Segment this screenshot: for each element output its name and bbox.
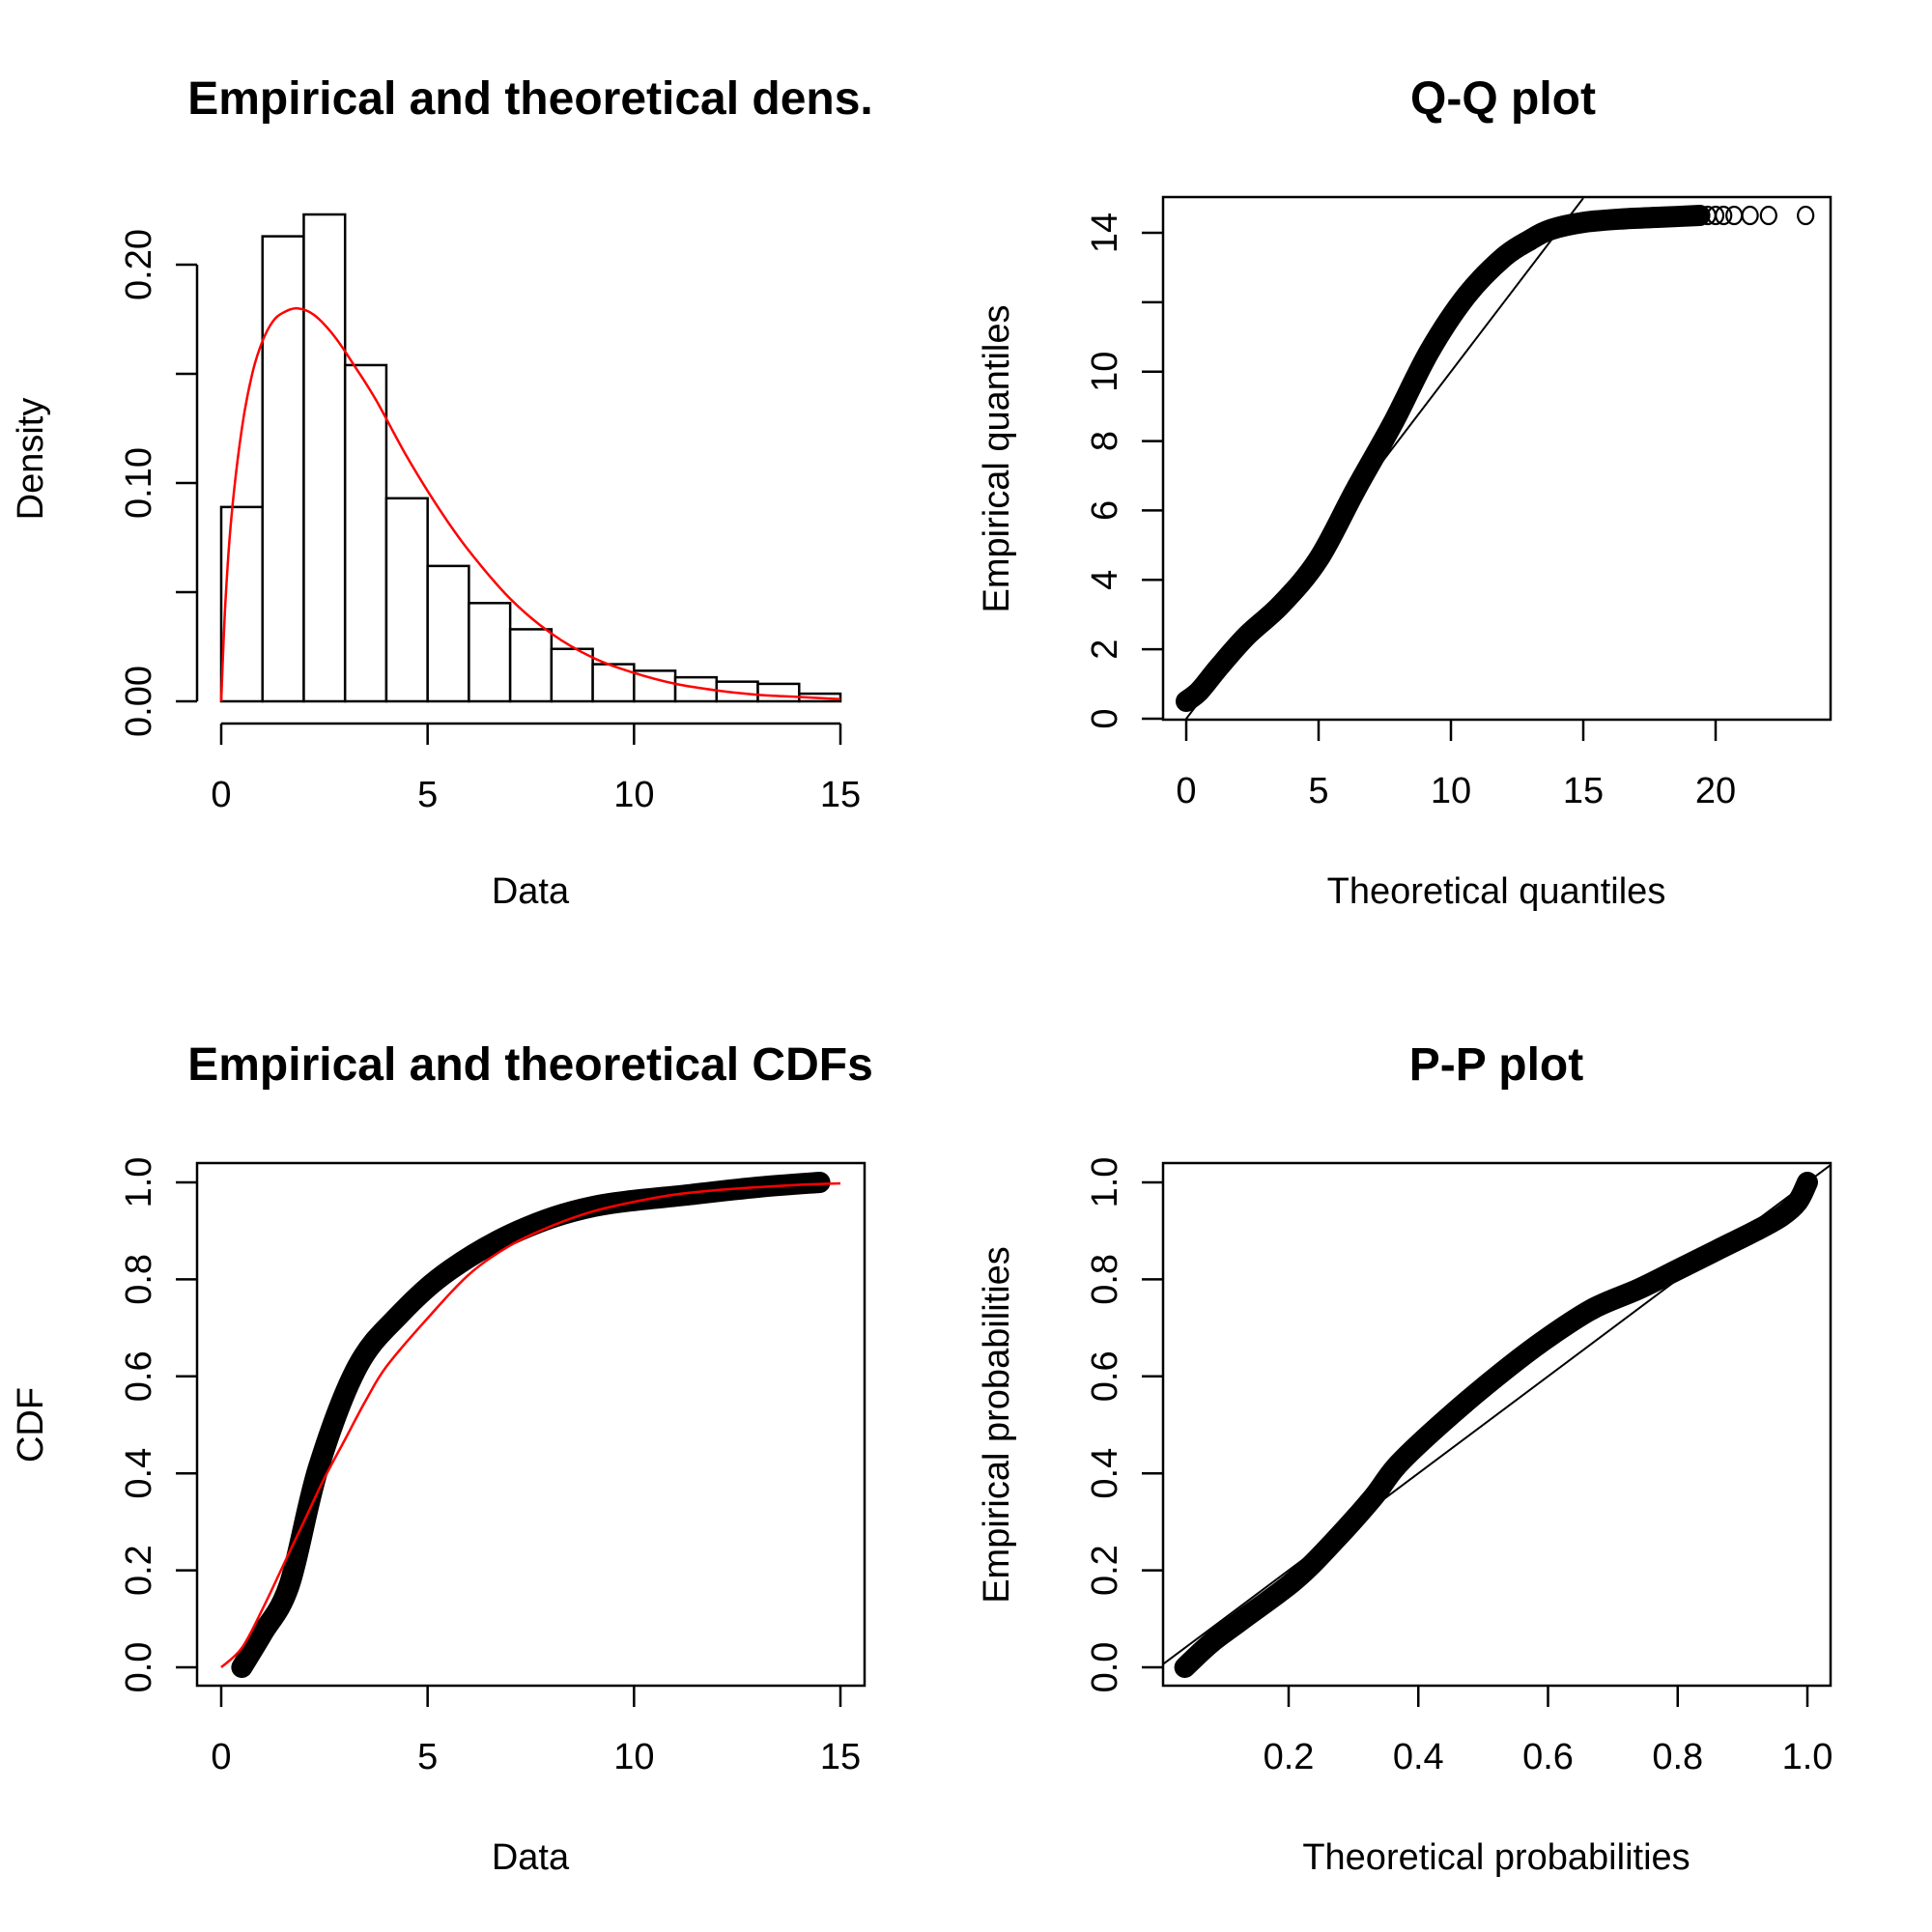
- pp-marks: 0.2 0.4 0.6 0.8 1.0 0.0 0.2 0.4 0.6 0.8 1.0: [1085, 1157, 1833, 1777]
- qq-panel: Q-Q plot Theoretical quantiles Empirical…: [977, 73, 1833, 912]
- density-marks: 0 5 10 15 0.00 0.10 0.20: [119, 213, 861, 815]
- qq-y-tick-label: 2: [1085, 639, 1125, 660]
- cdf-ylabel: CDF: [11, 1387, 51, 1463]
- density-y-tick-label: 0.10: [119, 447, 159, 519]
- cdf-y-tick-label: 0.8: [119, 1254, 159, 1305]
- theoretical-cdf-curve: [220, 1181, 841, 1668]
- qq-point: [1715, 205, 1733, 226]
- histogram-bar: [219, 505, 264, 703]
- histogram-bar: [468, 602, 512, 703]
- qq-y-tick-label: 4: [1085, 570, 1125, 590]
- qq-point: [1741, 205, 1759, 226]
- qq-y-tick-label: 14: [1085, 213, 1125, 253]
- density-title: Empirical and theoretical dens.: [187, 73, 873, 125]
- density-panel: Empirical and theoretical dens. Data Den…: [11, 73, 873, 912]
- pp-x-tick-label: 0.4: [1393, 1737, 1444, 1777]
- cdf-y-tick-label: 0.4: [119, 1448, 159, 1499]
- qq-x-tick-label: 5: [1308, 771, 1328, 811]
- cdf-xlabel: Data: [492, 1837, 570, 1878]
- pp-xlabel: Theoretical probabilities: [1302, 1837, 1690, 1878]
- cdf-y-tick-label: 0.2: [119, 1545, 159, 1596]
- pp-x-tick-label: 1.0: [1782, 1737, 1833, 1777]
- pp-y-tick-label: 1.0: [1085, 1157, 1125, 1208]
- cdf-y-tick-label: 1.0: [119, 1157, 159, 1208]
- density-x-tick-label: 15: [820, 775, 861, 815]
- pp-y-tick-label: 0.8: [1085, 1254, 1125, 1305]
- qq-xlabel: Theoretical quantiles: [1327, 871, 1666, 912]
- histogram-bar: [756, 682, 801, 703]
- qq-empirical-points: [1176, 205, 1711, 712]
- theoretical-density-curve: [219, 306, 841, 702]
- pp-title: P-P plot: [1409, 1039, 1583, 1091]
- cdf-title: Empirical and theoretical CDFs: [187, 1039, 873, 1091]
- density-ylabel: Density: [11, 398, 51, 521]
- pp-x-tick-label: 0.6: [1522, 1737, 1574, 1777]
- qq-point: [1797, 205, 1815, 226]
- density-y-tick-label: 0.20: [119, 229, 159, 300]
- empirical-cdf-points: [231, 1172, 831, 1678]
- histogram-bar: [302, 213, 347, 703]
- cdf-y-tick-label: 0.6: [119, 1350, 159, 1402]
- density-xlabel: Data: [492, 871, 570, 912]
- histogram-bar: [261, 235, 305, 703]
- histogram-bar: [343, 363, 388, 703]
- qq-y-tick-label: 8: [1085, 431, 1125, 451]
- qq-point: [1759, 205, 1777, 226]
- pp-y-tick-label: 0.4: [1085, 1448, 1125, 1499]
- cdf-x-tick-label: 15: [820, 1737, 861, 1777]
- cdf-marks: 0 5 10 15 0.0 0.2 0.4 0.6 0.8 1.0: [119, 1157, 861, 1777]
- qq-y-tick-label: 10: [1085, 352, 1125, 392]
- qq-title: Q-Q plot: [1410, 73, 1596, 125]
- qq-plot-box: [1161, 195, 1833, 722]
- pp-y-tick-label: 0.0: [1085, 1642, 1125, 1693]
- histogram-bar: [508, 628, 554, 703]
- cdf-panel: Empirical and theoretical CDFs Data CDF …: [11, 1039, 873, 1878]
- pp-plot-box: [1161, 1161, 1833, 1688]
- qq-point: [1725, 205, 1744, 226]
- density-x-tick-label: 10: [613, 775, 654, 815]
- qq-x-tick-label: 10: [1431, 771, 1471, 811]
- pp-empirical-points: [1174, 1172, 1818, 1678]
- qq-point: [1706, 205, 1725, 226]
- qq-x-tick-label: 15: [1563, 771, 1604, 811]
- qq-y-tick-label: 6: [1085, 500, 1125, 521]
- qq-ylabel: Empirical quantiles: [977, 305, 1017, 613]
- qq-x-tick-label: 20: [1695, 771, 1736, 811]
- qq-marks: 0 5 10 15 20 0 2 4 6 8 10 14: [1085, 197, 1815, 811]
- histogram-bar: [550, 647, 594, 703]
- pp-panel: P-P plot Theoretical probabilities Empir…: [977, 1039, 1833, 1878]
- cdf-plot-box: [195, 1161, 867, 1688]
- cdf-x-tick-label: 0: [211, 1737, 231, 1777]
- pp-y-tick-label: 0.6: [1085, 1350, 1125, 1402]
- pp-x-tick-label: 0.2: [1264, 1737, 1315, 1777]
- cdf-x-tick-label: 5: [417, 1737, 438, 1777]
- density-x-tick-label: 0: [211, 775, 231, 815]
- qq-x-tick-label: 0: [1176, 771, 1196, 811]
- density-y-tick-label: 0.00: [119, 666, 159, 737]
- density-x-tick-label: 5: [417, 775, 438, 815]
- pp-ylabel: Empirical probabilities: [977, 1246, 1017, 1604]
- qq-y-tick-label: 0: [1085, 708, 1125, 728]
- pp-x-tick-label: 0.8: [1652, 1737, 1703, 1777]
- histogram-bar: [426, 564, 470, 703]
- pp-y-tick-label: 0.2: [1085, 1545, 1125, 1596]
- histogram-bar: [384, 497, 429, 703]
- cdf-x-tick-label: 10: [613, 1737, 654, 1777]
- cdf-y-tick-label: 0.0: [119, 1642, 159, 1693]
